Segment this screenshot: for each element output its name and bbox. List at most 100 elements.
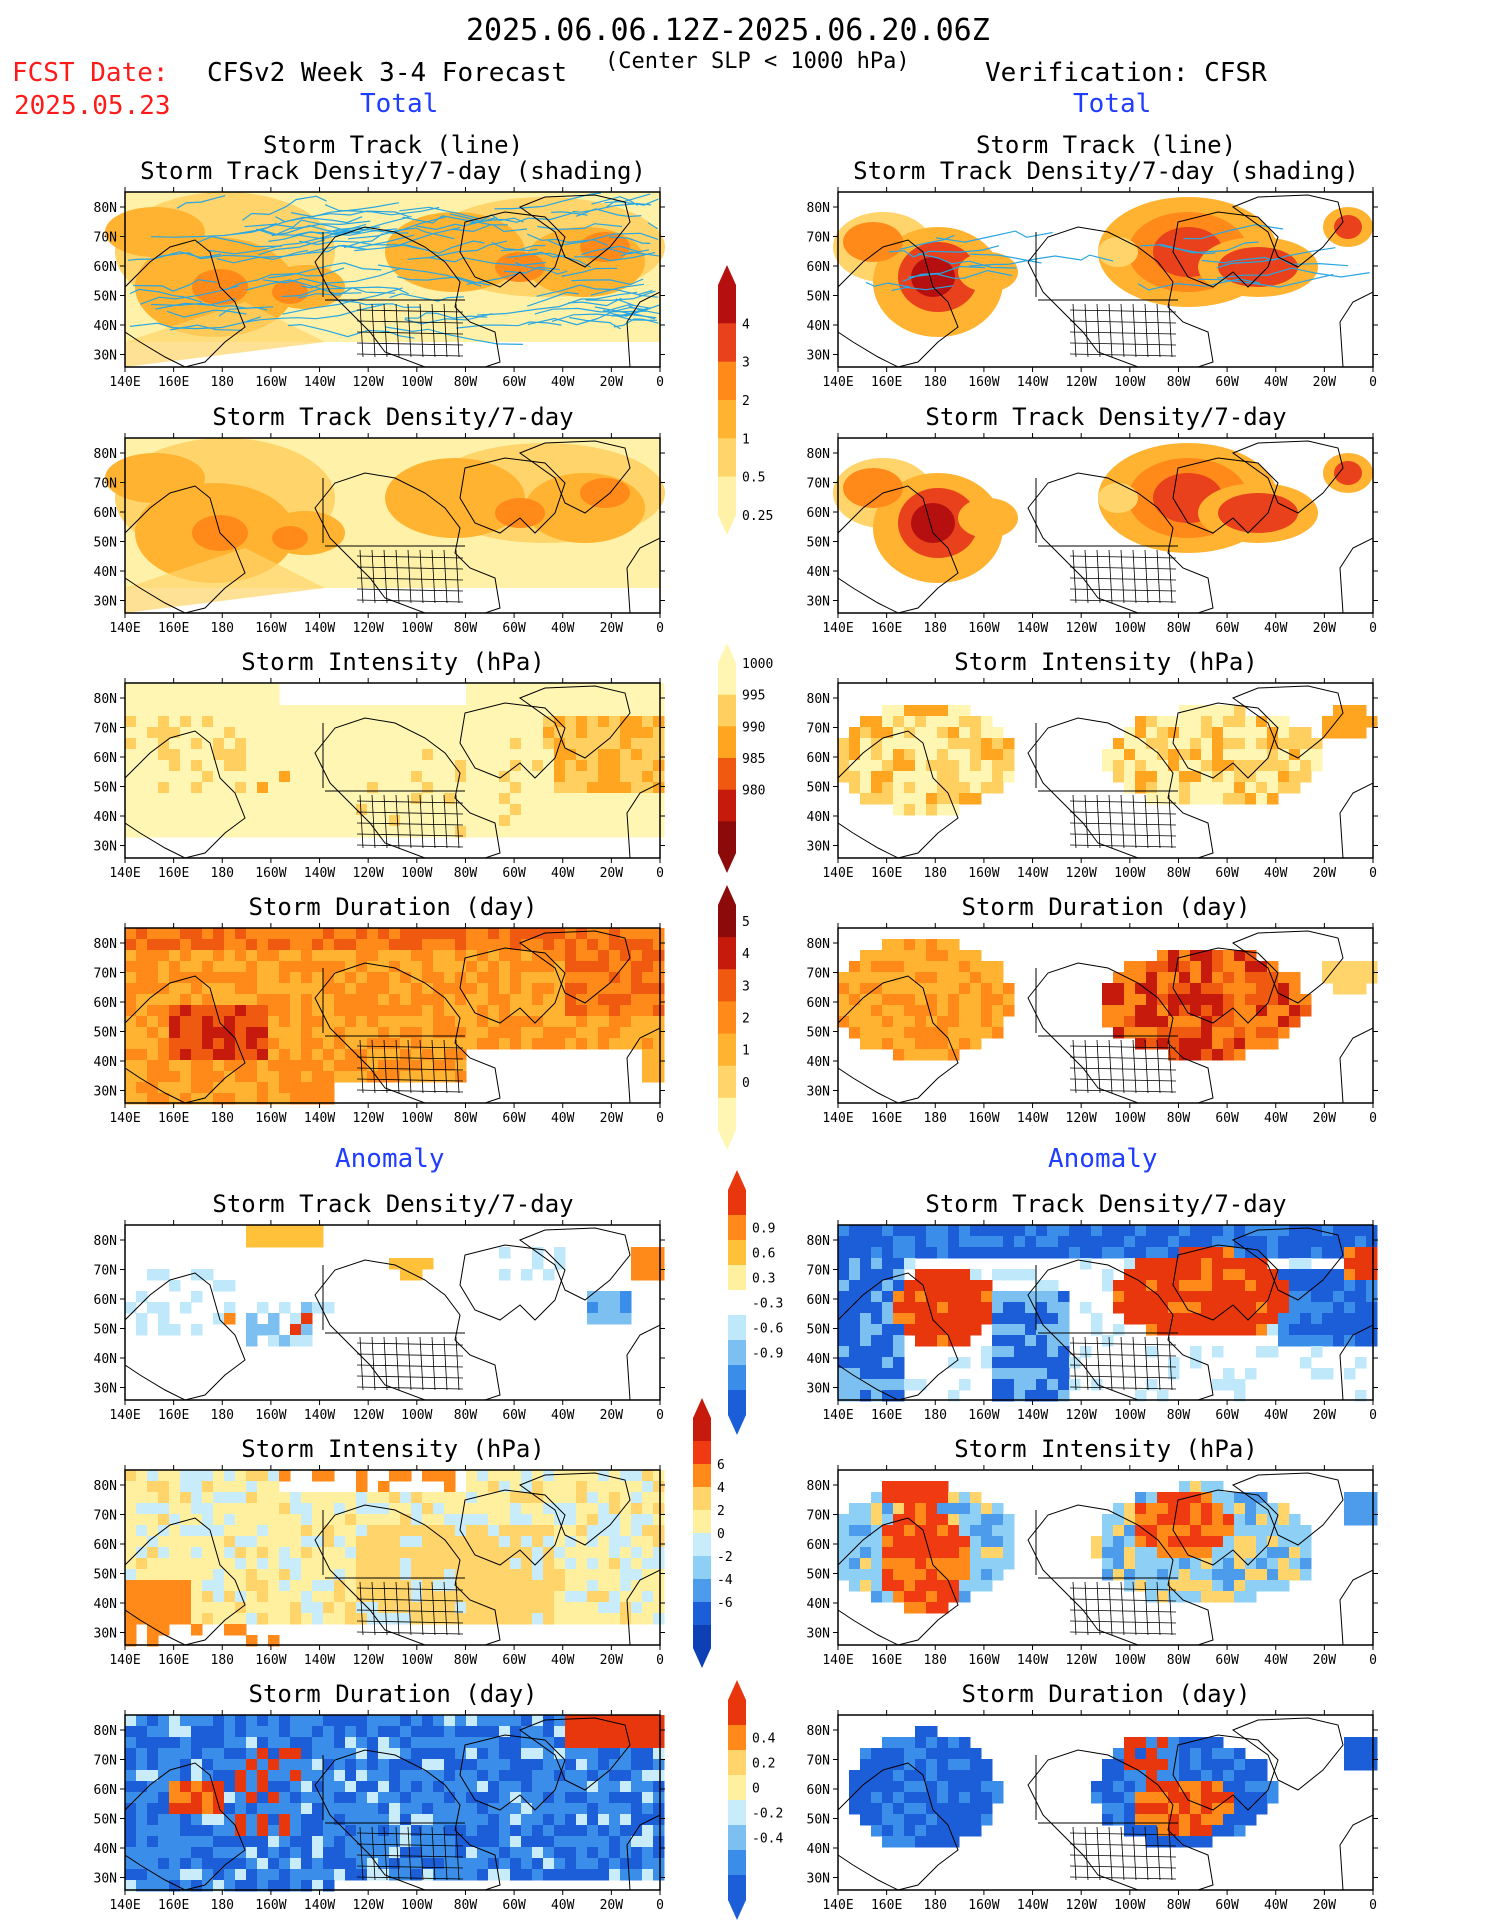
shading-blob: [1334, 215, 1362, 239]
lon-tick-label: 160W: [255, 1653, 286, 1668]
state-boundaries: [1035, 1755, 1178, 1881]
cb-density-svg: 4 3 2 1 0.5 0.25: [718, 265, 773, 535]
lat-tick-label: 30N: [94, 1085, 117, 1100]
lat-tick-label: 70N: [807, 1754, 830, 1769]
fc-density-svg: 80N 70N 60N 50N 40N 30N 140E 160E 180 160W 140W 120…: [94, 433, 665, 636]
map-frame: [837, 437, 1374, 614]
colorbar-segment: [718, 969, 736, 1002]
lon-tick-label: 100W: [1114, 866, 1145, 881]
colorbar-segment: [693, 1602, 711, 1626]
shading-blob: [1218, 493, 1298, 533]
lon-tick-label: 160E: [158, 1898, 189, 1913]
lon-tick-label: 20W: [1313, 375, 1337, 390]
lat-tick-label: 30N: [94, 1872, 117, 1887]
colorbar-label: 0.3: [752, 1272, 775, 1287]
map-frame: [124, 437, 661, 614]
lon-tick-label: 100W: [1114, 375, 1145, 390]
lon-tick-label: 20W: [600, 1898, 624, 1913]
lat-tick-label: 30N: [94, 1382, 117, 1397]
lon-tick-label: 20W: [600, 1653, 624, 1668]
lon-tick-label: 180: [924, 866, 947, 881]
shading-grid: [125, 1715, 665, 1892]
map-frame: [124, 1224, 661, 1401]
coastline-3: [518, 685, 631, 759]
ob-duration-anom-svg: 80N 70N 60N 50N 40N 30N 140E 160E 180 160W 140W 120…: [807, 1710, 1378, 1913]
period-title: 2025.06.06.12Z-2025.06.20.06Z: [466, 13, 990, 48]
lon-tick-label: 0: [656, 866, 664, 881]
map-frame: [124, 1714, 661, 1891]
colorbar-label: -0.9: [752, 1347, 783, 1362]
ob-intensity-map: 80N 70N 60N 50N 40N 30N 140E 160E 180 160W 140W 120…: [807, 678, 1378, 881]
lon-tick-label: 140E: [109, 1898, 140, 1913]
lon-tick-label: 160W: [255, 375, 286, 390]
lat-tick-label: 50N: [807, 290, 830, 305]
lon-tick-label: 180: [211, 1111, 234, 1126]
lat-tick-label: 70N: [94, 1754, 117, 1769]
lon-tick-label: 20W: [600, 1408, 624, 1423]
lon-tick-label: 0: [1369, 1111, 1377, 1126]
lat-tick-label: 80N: [94, 692, 117, 707]
lon-tick-label: 80W: [454, 1408, 478, 1423]
colorbar-segment: [728, 1750, 746, 1776]
lon-tick-label: 180: [211, 1653, 234, 1668]
map-frame: [837, 191, 1374, 368]
lon-tick-label: 140E: [822, 1408, 853, 1423]
lat-tick-label: 80N: [807, 1234, 830, 1249]
lon-tick-label: 80W: [454, 1898, 478, 1913]
lon-tick-label: 180: [211, 1898, 234, 1913]
lat-tick-label: 50N: [94, 1813, 117, 1828]
shading-grid: [838, 1481, 1378, 1614]
ob-intensity-anom-svg: 80N 70N 60N 50N 40N 30N 140E 160E 180 160W 140W 120…: [807, 1465, 1378, 1668]
lat-tick-label: 40N: [807, 1352, 830, 1367]
colorbar-segment: [718, 937, 736, 970]
lon-tick-label: 20W: [1313, 1408, 1337, 1423]
lon-tick-label: 160W: [968, 621, 999, 636]
lon-tick-label: 140E: [822, 375, 853, 390]
colorbar-segment: [728, 1700, 746, 1726]
lat-tick-label: 70N: [94, 477, 117, 492]
lat-tick-label: 60N: [807, 260, 830, 275]
lat-tick-label: 50N: [807, 536, 830, 551]
lon-tick-label: 60W: [502, 621, 526, 636]
lat-tick-label: 40N: [807, 1842, 830, 1857]
lat-tick-label: 50N: [94, 781, 117, 796]
lon-tick-label: 140E: [109, 1653, 140, 1668]
fc-intensity-svg: 80N 70N 60N 50N 40N 30N 140E 160E 180 160W 140W 120…: [94, 678, 665, 881]
lon-tick-label: 140W: [1017, 866, 1048, 881]
ob-track-map: 80N 70N 60N 50N 40N 30N 140E 160E 180 160W 140W 120…: [807, 187, 1378, 390]
map-frame: [837, 1224, 1374, 1401]
colorbar-label: 2: [742, 394, 750, 409]
lat-tick-label: 50N: [807, 1813, 830, 1828]
colorbar-label: 4: [742, 947, 750, 962]
lon-tick-label: 60W: [1215, 1653, 1239, 1668]
lon-tick-label: 60W: [1215, 1408, 1239, 1423]
map-frame: [837, 1714, 1374, 1891]
fc-track-title: Storm Track (line): [262, 131, 524, 159]
colorbar-label: -2: [717, 1550, 733, 1565]
shading-blob: [1334, 461, 1362, 485]
lon-tick-label: 80W: [1167, 1408, 1191, 1423]
coastline-4: [1339, 537, 1374, 614]
fc-duration-anom-map: 80N 70N 60N 50N 40N 30N 140E 160E 180 160W 140W 120…: [94, 1710, 665, 1913]
colorbar-label: -0.2: [752, 1807, 783, 1822]
lat-tick-label: 80N: [807, 692, 830, 707]
colorbar-segment: [718, 1065, 736, 1099]
lon-tick-label: 160E: [158, 1408, 189, 1423]
lon-tick-label: 0: [1369, 1408, 1377, 1423]
lat-tick-label: 50N: [807, 1323, 830, 1338]
lon-tick-label: 140E: [822, 1653, 853, 1668]
lon-tick-label: 100W: [1114, 621, 1145, 636]
coastline-0: [837, 485, 959, 614]
colorbar-segment: [718, 1097, 736, 1131]
lat-tick-label: 60N: [94, 260, 117, 275]
lon-tick-label: 100W: [401, 621, 432, 636]
lat-tick-label: 60N: [94, 1783, 117, 1798]
coastline-3: [518, 1472, 631, 1546]
colorbar-top-arrow: [718, 265, 736, 285]
lon-tick-label: 20W: [600, 866, 624, 881]
lon-tick-label: 120W: [353, 866, 384, 881]
ob-density-anom-title: Storm Track Density/7-day: [925, 1190, 1287, 1218]
lat-tick-label: 30N: [807, 349, 830, 364]
anomaly-label-left: Anomaly: [335, 1144, 445, 1174]
lon-tick-label: 80W: [454, 866, 478, 881]
